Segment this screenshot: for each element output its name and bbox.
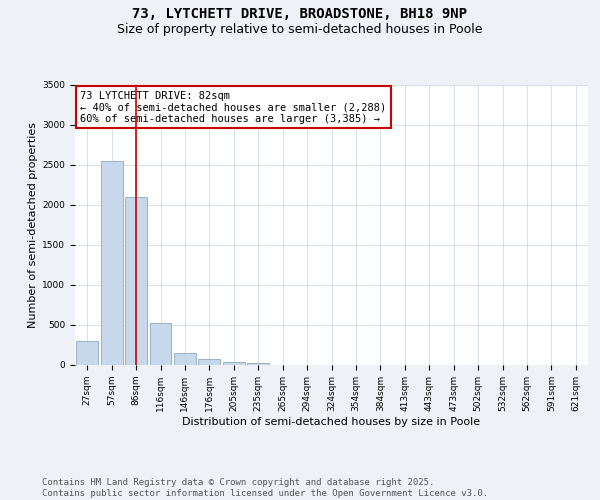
- Bar: [223, 362, 245, 365]
- Bar: [125, 197, 147, 365]
- Bar: [101, 161, 122, 365]
- Bar: [174, 353, 196, 365]
- Text: Size of property relative to semi-detached houses in Poole: Size of property relative to semi-detach…: [117, 22, 483, 36]
- Bar: [76, 341, 98, 365]
- Text: 73 LYTCHETT DRIVE: 82sqm
← 40% of semi-detached houses are smaller (2,288)
60% o: 73 LYTCHETT DRIVE: 82sqm ← 40% of semi-d…: [80, 90, 386, 124]
- Y-axis label: Number of semi-detached properties: Number of semi-detached properties: [28, 122, 38, 328]
- Bar: [247, 364, 269, 365]
- Text: 73, LYTCHETT DRIVE, BROADSTONE, BH18 9NP: 73, LYTCHETT DRIVE, BROADSTONE, BH18 9NP: [133, 8, 467, 22]
- Text: Contains HM Land Registry data © Crown copyright and database right 2025.
Contai: Contains HM Land Registry data © Crown c…: [42, 478, 488, 498]
- Bar: [149, 324, 172, 365]
- X-axis label: Distribution of semi-detached houses by size in Poole: Distribution of semi-detached houses by …: [182, 416, 481, 426]
- Bar: [199, 358, 220, 365]
